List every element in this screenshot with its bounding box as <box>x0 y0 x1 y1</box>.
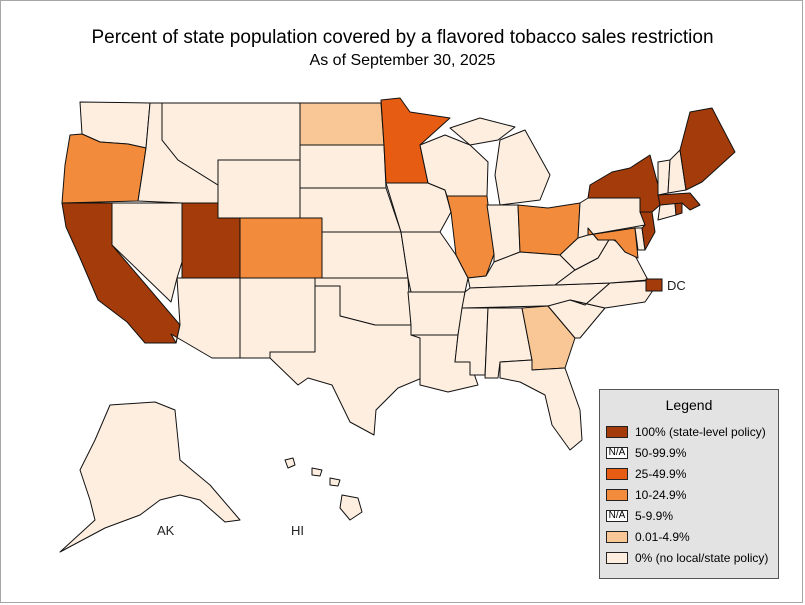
legend-title: Legend <box>665 397 713 413</box>
state-mi-upper <box>449 117 516 146</box>
legend-item: 10-24.9% <box>600 484 778 505</box>
legend-swatch <box>606 425 628 438</box>
state-co <box>239 217 323 279</box>
state-tx <box>269 285 423 436</box>
state-dc-marker <box>645 278 663 292</box>
state-hi-1 <box>284 457 296 469</box>
state-fl <box>499 359 583 451</box>
ak-label: AK <box>157 523 175 538</box>
legend-swatch <box>606 530 628 543</box>
state-hi-4 <box>339 494 363 521</box>
state-ks <box>321 231 409 279</box>
state-hi-3 <box>329 477 341 487</box>
state-hi-2 <box>311 467 323 477</box>
legend-item: 0% (no local/state policy) <box>600 547 778 568</box>
legend-swatch: N/A <box>606 509 628 522</box>
legend-item: 25-49.9% <box>600 463 778 484</box>
dc-label: DC <box>667 278 686 293</box>
state-ak <box>59 401 241 553</box>
legend-rows: 100% (state-level policy) N/A 50-99.9% 25-4… <box>600 421 778 568</box>
state-me <box>679 107 736 191</box>
legend-item: N/A 5-9.9% <box>600 505 778 526</box>
legend-label: 50-99.9% <box>635 445 687 460</box>
state-mo <box>400 231 469 293</box>
legend-label: 25-49.9% <box>635 466 687 481</box>
legend-item: 100% (state-level policy) <box>600 421 778 442</box>
state-nm <box>239 277 316 359</box>
state-az <box>170 277 241 359</box>
legend-label: 100% (state-level policy) <box>635 424 766 439</box>
legend-item: N/A 50-99.9% <box>600 442 778 463</box>
legend-swatch: N/A <box>606 446 628 459</box>
state-sc <box>547 299 606 339</box>
state-sd <box>299 144 387 189</box>
map-subtitle: As of September 30, 2025 <box>309 52 496 69</box>
legend-item: 0.01-4.9% <box>600 526 778 547</box>
legend-label: 5-9.9% <box>635 508 674 523</box>
hi-label: HI <box>291 523 304 538</box>
state-ri <box>674 202 683 216</box>
legend-swatch <box>606 551 628 564</box>
map-title: Percent of state population covered by a… <box>91 27 714 48</box>
legend-swatch <box>606 488 628 501</box>
state-ct <box>657 202 677 221</box>
legend: Legend 100% (state-level policy) N/A 50-99… <box>599 389 779 579</box>
legend-label: 10-24.9% <box>635 487 687 502</box>
state-wy <box>217 159 301 219</box>
legend-swatch <box>606 467 628 480</box>
state-nd <box>299 102 385 146</box>
state-mi <box>494 129 551 206</box>
state-ma <box>657 192 701 211</box>
legend-label: 0% (no local/state policy) <box>635 550 769 565</box>
legend-label: 0.01-4.9% <box>635 529 690 544</box>
state-ar <box>407 291 466 336</box>
